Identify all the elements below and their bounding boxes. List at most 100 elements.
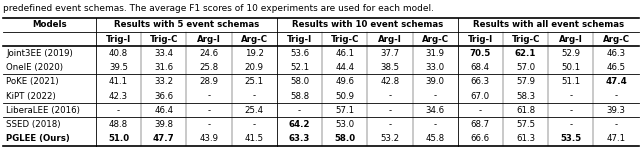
Text: 53.0: 53.0 — [335, 120, 355, 129]
Text: 46.5: 46.5 — [607, 63, 626, 72]
Text: -: - — [434, 120, 436, 129]
Text: 58.0: 58.0 — [334, 134, 355, 143]
Text: 41.5: 41.5 — [244, 134, 264, 143]
Text: -: - — [253, 92, 256, 101]
Text: 64.2: 64.2 — [289, 120, 310, 129]
Text: -: - — [388, 106, 392, 115]
Text: 42.8: 42.8 — [380, 77, 399, 86]
Text: -: - — [434, 92, 436, 101]
Text: 53.5: 53.5 — [560, 134, 582, 143]
Text: 58.3: 58.3 — [516, 92, 535, 101]
Text: 70.5: 70.5 — [470, 49, 491, 58]
Text: SSED (2018): SSED (2018) — [6, 120, 61, 129]
Text: Arg-I: Arg-I — [378, 35, 402, 44]
Text: Results with 5 event schemas: Results with 5 event schemas — [114, 20, 259, 29]
Text: 36.6: 36.6 — [154, 92, 173, 101]
Text: -: - — [388, 120, 392, 129]
Text: 25.4: 25.4 — [244, 106, 264, 115]
Text: PoKE (2021): PoKE (2021) — [6, 77, 59, 86]
Text: 48.8: 48.8 — [109, 120, 128, 129]
Text: 47.4: 47.4 — [605, 77, 627, 86]
Text: 51.0: 51.0 — [108, 134, 129, 143]
Text: -: - — [253, 120, 256, 129]
Text: Models: Models — [32, 20, 67, 29]
Text: 58.0: 58.0 — [290, 77, 309, 86]
Text: Arg-C: Arg-C — [422, 35, 449, 44]
Text: 61.3: 61.3 — [516, 134, 535, 143]
Text: 31.9: 31.9 — [426, 49, 445, 58]
Text: -: - — [388, 92, 392, 101]
Text: -: - — [570, 92, 572, 101]
Text: 33.4: 33.4 — [154, 49, 173, 58]
Text: 58.8: 58.8 — [290, 92, 309, 101]
Text: Results with all event schemas: Results with all event schemas — [473, 20, 624, 29]
Text: 46.1: 46.1 — [335, 49, 355, 58]
Text: 47.1: 47.1 — [607, 134, 626, 143]
Text: 44.4: 44.4 — [335, 63, 355, 72]
Text: OneIE (2020): OneIE (2020) — [6, 63, 63, 72]
Text: -: - — [207, 120, 211, 129]
Text: 25.8: 25.8 — [200, 63, 219, 72]
Text: -: - — [479, 106, 482, 115]
Text: Arg-I: Arg-I — [559, 35, 583, 44]
Text: 39.8: 39.8 — [154, 120, 173, 129]
Text: 38.5: 38.5 — [380, 63, 399, 72]
Text: 52.1: 52.1 — [290, 63, 309, 72]
Text: 24.6: 24.6 — [200, 49, 219, 58]
Text: 41.1: 41.1 — [109, 77, 128, 86]
Text: Trig-I: Trig-I — [287, 35, 312, 44]
Text: -: - — [570, 120, 572, 129]
Text: 19.2: 19.2 — [244, 49, 264, 58]
Text: 57.5: 57.5 — [516, 120, 535, 129]
Text: 62.1: 62.1 — [515, 49, 536, 58]
Text: 52.9: 52.9 — [561, 49, 580, 58]
Text: Joint3EE (2019): Joint3EE (2019) — [6, 49, 73, 58]
Text: Trig-C: Trig-C — [330, 35, 359, 44]
Text: 42.3: 42.3 — [109, 92, 128, 101]
Text: 39.5: 39.5 — [109, 63, 128, 72]
Text: 67.0: 67.0 — [471, 92, 490, 101]
Text: -: - — [614, 120, 618, 129]
Text: 31.6: 31.6 — [154, 63, 173, 72]
Text: 45.8: 45.8 — [426, 134, 445, 143]
Text: 53.6: 53.6 — [290, 49, 309, 58]
Text: -: - — [570, 106, 572, 115]
Text: 40.8: 40.8 — [109, 49, 128, 58]
Text: LiberaLEE (2016): LiberaLEE (2016) — [6, 106, 80, 115]
Text: 50.9: 50.9 — [335, 92, 355, 101]
Text: Trig-I: Trig-I — [468, 35, 493, 44]
Text: 47.7: 47.7 — [153, 134, 175, 143]
Text: 61.8: 61.8 — [516, 106, 535, 115]
Text: 43.9: 43.9 — [200, 134, 219, 143]
Text: -: - — [298, 106, 301, 115]
Text: 57.0: 57.0 — [516, 63, 535, 72]
Text: predefined event schemas. The average F1 scores of 10 experiments are used for e: predefined event schemas. The average F1… — [3, 4, 434, 13]
Text: 28.9: 28.9 — [200, 77, 219, 86]
Text: Trig-C: Trig-C — [150, 35, 178, 44]
Text: 50.1: 50.1 — [561, 63, 580, 72]
Text: 46.4: 46.4 — [154, 106, 173, 115]
Text: 33.2: 33.2 — [154, 77, 173, 86]
Text: -: - — [117, 106, 120, 115]
Text: Results with 10 event schemas: Results with 10 event schemas — [292, 20, 443, 29]
Text: KiPT (2022): KiPT (2022) — [6, 92, 56, 101]
Text: 20.9: 20.9 — [244, 63, 264, 72]
Text: 63.3: 63.3 — [289, 134, 310, 143]
Text: Trig-I: Trig-I — [106, 35, 131, 44]
Text: -: - — [614, 92, 618, 101]
Text: Arg-I: Arg-I — [197, 35, 221, 44]
Text: 39.0: 39.0 — [426, 77, 445, 86]
Text: 53.2: 53.2 — [380, 134, 399, 143]
Text: 33.0: 33.0 — [426, 63, 445, 72]
Text: 25.1: 25.1 — [244, 77, 264, 86]
Text: 37.7: 37.7 — [380, 49, 399, 58]
Text: Arg-C: Arg-C — [603, 35, 630, 44]
Text: 57.1: 57.1 — [335, 106, 355, 115]
Text: -: - — [207, 92, 211, 101]
Text: -: - — [207, 106, 211, 115]
Text: 68.4: 68.4 — [471, 63, 490, 72]
Text: Trig-C: Trig-C — [511, 35, 540, 44]
Text: 51.1: 51.1 — [561, 77, 580, 86]
Text: 66.3: 66.3 — [471, 77, 490, 86]
Text: 46.3: 46.3 — [607, 49, 626, 58]
